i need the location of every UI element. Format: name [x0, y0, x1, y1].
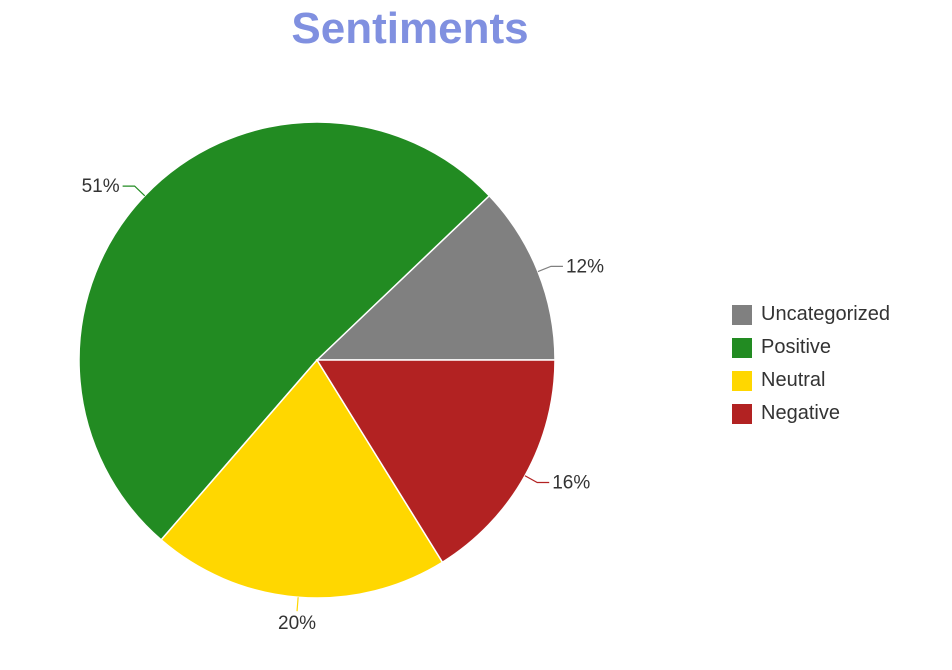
legend-item-neutral[interactable]: Neutral — [732, 364, 890, 397]
slice-label-negative: 16% — [552, 473, 590, 494]
pie-slice-positive[interactable] — [78, 121, 491, 541]
pie-slice-negative[interactable] — [315, 359, 556, 564]
chart-title: Sentiments — [291, 4, 529, 53]
legend-item-uncategorized[interactable]: Uncategorized — [732, 298, 890, 331]
pie-slice-uncategorized[interactable] — [315, 194, 556, 361]
legend-label-uncategorized: Uncategorized — [761, 303, 890, 325]
leader-line-uncategorized — [537, 265, 563, 273]
legend-swatch-positive — [732, 337, 752, 358]
legend-label-positive: Positive — [761, 336, 832, 358]
slice-label-positive: 51% — [82, 176, 120, 197]
legend-item-positive[interactable]: Positive — [732, 331, 890, 364]
legend-swatch-neutral — [732, 370, 752, 391]
legend: Uncategorized Positive Neutral Negative — [732, 298, 890, 430]
leader-line-negative — [524, 475, 550, 484]
slice-label-neutral: 20% — [278, 613, 316, 634]
legend-label-neutral: Neutral — [761, 369, 826, 391]
legend-swatch-uncategorized — [732, 304, 752, 325]
legend-item-negative[interactable]: Negative — [732, 397, 890, 430]
leader-line-positive — [122, 185, 146, 197]
leader-line-neutral — [296, 597, 299, 612]
legend-label-negative: Negative — [761, 402, 840, 424]
slice-label-uncategorized: 12% — [566, 256, 604, 277]
legend-swatch-negative — [732, 403, 752, 424]
